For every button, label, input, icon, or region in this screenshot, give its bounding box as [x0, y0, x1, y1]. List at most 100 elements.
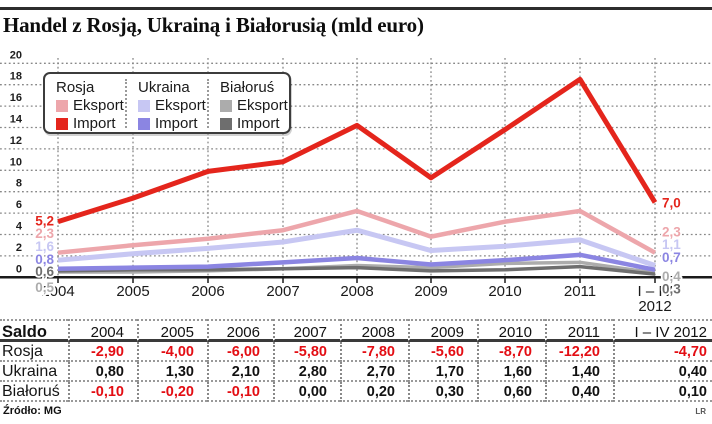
value-label-right-ukraina-import: 0,7	[662, 250, 681, 265]
value-label-left-bialorus-import: 0,6	[35, 264, 54, 279]
page-title: Handel z Rosją, Ukrainą i Białorusią (ml…	[3, 13, 424, 37]
col-header-I-–-IV-2012: I – IV 2012	[613, 319, 712, 342]
legend-item-ukraina-import: Import	[138, 115, 207, 132]
saldo-cell-ukraina: 1,40	[545, 362, 613, 382]
legend-group-bialorus: Białoruś Eksport Import	[207, 79, 289, 132]
value-label-right-rosja-import: 7,0	[662, 196, 681, 211]
rosja-eksport-swatch	[56, 99, 68, 112]
saldo-cell-rosja: -4,70	[613, 342, 712, 362]
source-note: Źródło: MG	[3, 405, 62, 417]
col-header-2009: 2009	[408, 319, 477, 342]
chart-legend: Rosja Eksport Import Ukraina Eksport Import Bi…	[43, 72, 291, 134]
legend-item-label: Import	[73, 115, 116, 132]
x-axis-label: 2005	[116, 283, 149, 300]
col-header-2011: 2011	[545, 319, 613, 342]
row-label-rosja: Rosja	[0, 342, 68, 362]
y-axis-tick-label: 14	[10, 114, 23, 126]
legend-item-label: Eksport	[237, 97, 288, 114]
saldo-cell-ukraina: 2,10	[207, 362, 273, 382]
saldo-cell-ukraina: 0,40	[613, 362, 712, 382]
table-corner-saldo: Saldo	[0, 319, 68, 342]
legend-item-label: Import	[155, 115, 198, 132]
legend-item-bialorus-eksport: Eksport	[220, 97, 289, 114]
saldo-cell-bialorus: 0,40	[545, 382, 613, 402]
legend-group-name: Rosja	[56, 79, 95, 96]
bialorus-import-line	[57, 264, 656, 276]
rosja-import-line	[57, 76, 658, 225]
y-axis-tick-label: 16	[10, 92, 22, 104]
x-axis-label: 2012	[638, 298, 671, 315]
col-header-2010: 2010	[477, 319, 545, 342]
saldo-cell-bialorus: -0,10	[68, 382, 137, 402]
legend-item-label: Eksport	[155, 97, 206, 114]
row-label-ukraina: Ukraina	[0, 362, 68, 382]
ukraina-eksport-line	[57, 227, 656, 268]
value-label-left-rosja-import: 5,2	[35, 214, 54, 229]
saldo-cell-ukraina: 1,30	[137, 362, 207, 382]
legend-item-ukraina-eksport: Eksport	[138, 97, 207, 114]
credit-initials: LR	[695, 407, 706, 416]
saldo-cell-ukraina: 2,70	[340, 362, 408, 382]
col-header-2004: 2004	[68, 319, 137, 342]
rosja-import-swatch	[56, 117, 68, 130]
legend-item-rosja-import: Import	[56, 115, 125, 132]
value-label-left-rosja-eksport: 2,3	[35, 226, 54, 241]
legend-group-ukraina: Ukraina Eksport Import	[125, 79, 207, 132]
col-header-2007: 2007	[273, 319, 340, 342]
legend-item-label: Import	[237, 115, 280, 132]
rosja-eksport-line	[57, 208, 657, 255]
x-axis-label: 2008	[340, 283, 373, 300]
bialorus-eksport-swatch	[220, 99, 232, 112]
saldo-cell-ukraina: 2,80	[273, 362, 340, 382]
saldo-cell-ukraina: 1,70	[408, 362, 477, 382]
value-label-right-bialorus-eksport: 0,4	[662, 269, 681, 284]
saldo-cell-rosja: -12,20	[545, 342, 613, 362]
saldo-cell-rosja: -2,90	[68, 342, 137, 362]
legend-group-name: Ukraina	[138, 79, 190, 96]
y-axis-tick-label: 4	[16, 221, 23, 233]
value-label-left-ukraina-eksport: 1,6	[35, 239, 54, 254]
y-axis-tick-label: 12	[10, 135, 22, 147]
x-axis-label: 2006	[191, 283, 224, 300]
saldo-cell-rosja: -4,00	[137, 342, 207, 362]
top-rule	[0, 7, 712, 10]
y-axis-tick-label: 2	[16, 242, 22, 254]
x-axis-label: 2009	[414, 283, 447, 300]
value-label-right-ukraina-eksport: 1,1	[662, 237, 681, 252]
x-axis-label: 2011	[564, 283, 596, 300]
col-header-2006: 2006	[207, 319, 273, 342]
y-axis-tick-label: 10	[10, 156, 22, 168]
saldo-cell-rosja: -5,80	[273, 342, 340, 362]
saldo-cell-rosja: -8,70	[477, 342, 545, 362]
row-label-bialorus: Białoruś	[0, 382, 68, 402]
ukraina-import-swatch	[138, 117, 150, 130]
y-axis-tick-label: 20	[10, 49, 22, 61]
saldo-cell-ukraina: 1,60	[477, 362, 545, 382]
saldo-cell-bialorus: -0,10	[207, 382, 273, 402]
legend-item-label: Eksport	[73, 97, 124, 114]
col-header-2005: 2005	[137, 319, 207, 342]
x-axis-label: 2007	[266, 283, 299, 300]
x-axis-label: I – IV	[637, 283, 672, 300]
saldo-table: Saldo 2004 2005 2006 2007 2008 2009 2010 2011 I –…	[0, 319, 712, 402]
legend-item-rosja-eksport: Eksport	[56, 97, 125, 114]
saldo-cell-bialorus: -0,20	[137, 382, 207, 402]
saldo-cell-rosja: -5,60	[408, 342, 477, 362]
ukraina-import-line	[57, 252, 656, 273]
y-axis-tick-label: 18	[10, 71, 22, 83]
saldo-cell-bialorus: 0,00	[273, 382, 340, 402]
value-label-right-bialorus-import: 0,3	[662, 282, 681, 297]
y-axis-tick-label: 0	[16, 263, 22, 275]
legend-group-rosja: Rosja Eksport Import	[45, 79, 125, 132]
y-axis-tick-label: 8	[16, 178, 22, 190]
saldo-cell-rosja: -7,80	[340, 342, 408, 362]
value-label-left-ukraina-import: 0,8	[35, 252, 54, 267]
legend-group-name: Białoruś	[220, 79, 275, 96]
saldo-cell-bialorus: 0,10	[613, 382, 712, 402]
saldo-cell-bialorus: 0,20	[340, 382, 408, 402]
x-axis-label: 2004	[41, 283, 74, 300]
legend-item-bialorus-import: Import	[220, 115, 289, 132]
bialorus-eksport-line	[58, 260, 656, 275]
